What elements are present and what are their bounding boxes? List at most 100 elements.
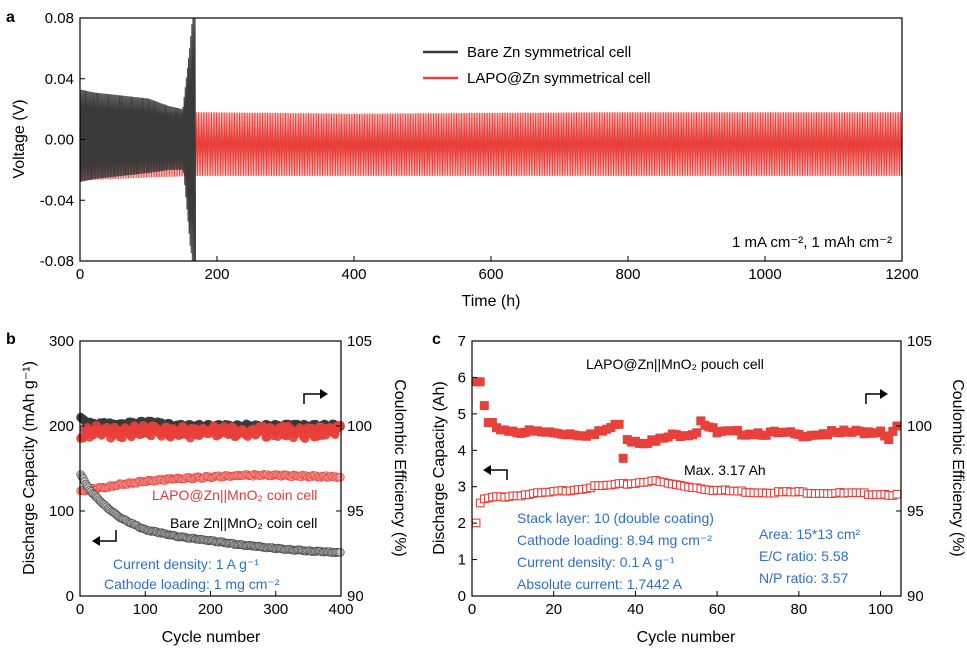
x-tick-label: 100 bbox=[133, 601, 158, 618]
y-tick-label: 105 bbox=[907, 333, 932, 350]
y-tick-label: 90 bbox=[907, 588, 924, 605]
left-axis-arrowhead-c bbox=[483, 465, 491, 475]
y-tick-label: 95 bbox=[347, 503, 364, 520]
left-axis-arrow-c bbox=[485, 469, 508, 480]
panel-b-label: b bbox=[6, 331, 16, 348]
label-area: Area: 15*13 cm² bbox=[759, 526, 860, 542]
legend-bare-label: Bare Zn symmetrical cell bbox=[467, 44, 631, 61]
right-axis-arrow-c bbox=[865, 393, 886, 404]
bare-voltage-trace bbox=[80, 18, 197, 261]
x-tick-label: 40 bbox=[627, 601, 644, 618]
y-tick-label: -0.08 bbox=[40, 253, 74, 270]
bare-capacity-point bbox=[335, 547, 345, 557]
label-max-capacity: Max. 3.17 Ah bbox=[684, 462, 766, 478]
panel-c-frame bbox=[471, 340, 902, 597]
lapo-voltage-trace bbox=[80, 112, 902, 181]
x-tick-label: 1200 bbox=[885, 266, 918, 283]
label-stack-layer: Stack layer: 10 (double coating) bbox=[517, 510, 714, 526]
left-axis-arrow-b bbox=[94, 530, 117, 542]
label-cathode-loading-c: Cathode loading: 8.94 mg cm⁻² bbox=[517, 532, 712, 548]
y-tick-label: 0.04 bbox=[45, 71, 74, 88]
ce-point bbox=[884, 435, 894, 445]
y-tick-label: 95 bbox=[907, 503, 924, 520]
x-tick-label: 400 bbox=[341, 266, 366, 283]
x-tick-label: 60 bbox=[709, 601, 726, 618]
y-tick-label: 3 bbox=[458, 479, 466, 496]
panel-b-x-ticks: 0 100 200 300 400 bbox=[76, 591, 354, 618]
panel-a-x-ticks: 0 200 400 600 800 1000 1200 bbox=[76, 256, 919, 283]
panel-a-xlabel: Time (h) bbox=[462, 293, 521, 310]
x-tick-label: 100 bbox=[868, 601, 893, 618]
left-axis-arrowhead-b bbox=[92, 536, 100, 546]
panel-c: c 0 20 40 60 80 100 0 1 2 3 4 5 6 7 90 95 100 105 Cycle… bbox=[431, 331, 966, 646]
y-tick-label: 7 bbox=[458, 333, 466, 350]
panel-b-plot-area bbox=[76, 412, 345, 558]
x-tick-label: 0 bbox=[468, 601, 476, 618]
panel-c-right-ticks: 90 95 100 105 bbox=[896, 333, 932, 605]
y-tick-label: 1 bbox=[458, 552, 466, 569]
panel-c-ylabel-right: Coulombic Efficiency (%) bbox=[949, 379, 966, 557]
ce-point bbox=[692, 428, 702, 438]
right-axis-arrowhead-b bbox=[320, 389, 328, 399]
panel-c-x-ticks: 0 20 40 60 80 100 bbox=[468, 591, 893, 618]
label-cathode-loading-b: Cathode loading: 1 mg cm⁻² bbox=[104, 576, 280, 592]
panel-b: b 0 100 200 300 400 0 100 200 300 90 95 100 105 Cy… bbox=[6, 331, 408, 646]
x-tick-label: 200 bbox=[204, 266, 229, 283]
y-tick-label: 4 bbox=[458, 442, 466, 459]
panel-b-y-ticks: 0 100 200 300 bbox=[49, 333, 85, 605]
panel-a-series bbox=[80, 18, 902, 261]
x-tick-label: 600 bbox=[478, 266, 503, 283]
y-tick-label: 0 bbox=[66, 588, 74, 605]
panel-b-ylabel-right: Coulombic Efficiency (%) bbox=[391, 379, 408, 557]
panel-a: a 0 200 400 600 800 1000 1200 0.08 0.04 0.00 -0.0… bbox=[6, 9, 919, 310]
label-ec-ratio: E/C ratio: 5.58 bbox=[759, 548, 849, 564]
ce-point bbox=[479, 401, 489, 411]
x-tick-label: 20 bbox=[545, 601, 562, 618]
legend-lapo-label: LAPO@Zn symmetrical cell bbox=[467, 70, 651, 87]
y-tick-label: 105 bbox=[347, 333, 372, 350]
panel-b-xlabel: Cycle number bbox=[162, 629, 261, 646]
x-tick-label: 400 bbox=[328, 601, 353, 618]
panel-a-plot-area bbox=[80, 18, 902, 261]
panel-a-label: a bbox=[6, 9, 15, 26]
panel-c-xlabel: Cycle number bbox=[637, 629, 736, 646]
x-tick-label: 0 bbox=[76, 601, 84, 618]
y-tick-label: 100 bbox=[347, 418, 372, 435]
x-tick-label: 80 bbox=[791, 601, 808, 618]
label-current-density-b: Current density: 1 A g⁻¹ bbox=[113, 556, 259, 572]
y-tick-label: 0.08 bbox=[45, 10, 74, 27]
y-tick-label: -0.04 bbox=[40, 192, 74, 209]
ce-point bbox=[614, 419, 624, 429]
x-tick-label: 0 bbox=[76, 266, 84, 283]
lapo-ce-point bbox=[335, 420, 345, 430]
panel-c-title: LAPO@Zn||MnO₂ pouch cell bbox=[586, 356, 764, 372]
y-tick-label: 5 bbox=[458, 406, 466, 423]
ce-point bbox=[618, 453, 628, 463]
ce-point bbox=[475, 377, 485, 387]
label-absolute-current: Absolute current: 1.7442 A bbox=[517, 576, 683, 592]
right-axis-arrowhead-c bbox=[880, 389, 888, 399]
right-axis-arrow-b bbox=[303, 393, 326, 404]
y-tick-label: 300 bbox=[49, 333, 74, 350]
x-tick-label: 800 bbox=[615, 266, 640, 283]
y-tick-label: 2 bbox=[458, 515, 466, 532]
x-tick-label: 200 bbox=[198, 601, 223, 618]
y-tick-label: 0 bbox=[458, 588, 466, 605]
y-tick-label: 100 bbox=[49, 503, 74, 520]
capacity-point bbox=[892, 489, 902, 499]
panel-b-ylabel: Discharge Capacity (mAh g⁻¹) bbox=[21, 361, 38, 575]
y-tick-label: 100 bbox=[907, 418, 932, 435]
y-tick-label: 6 bbox=[458, 369, 466, 386]
panel-a-y-ticks: 0.08 0.04 0.00 -0.04 -0.08 bbox=[40, 10, 85, 270]
y-tick-label: 200 bbox=[49, 418, 74, 435]
lapo-capacity-point bbox=[335, 472, 345, 482]
label-bare-coin: Bare Zn||MnO₂ coin cell bbox=[170, 515, 317, 531]
label-lapo-coin: LAPO@Zn||MnO₂ coin cell bbox=[152, 487, 317, 503]
panel-c-ylabel: Discharge Capacity (Ah) bbox=[431, 381, 448, 554]
panel-a-conditions: 1 mA cm⁻², 1 mAh cm⁻² bbox=[732, 234, 892, 251]
y-tick-label: 0.00 bbox=[45, 132, 74, 149]
panel-c-y-ticks: 0 1 2 3 4 5 6 7 bbox=[458, 333, 477, 605]
panel-a-ylabel: Voltage (V) bbox=[11, 99, 28, 178]
x-tick-label: 300 bbox=[263, 601, 288, 618]
